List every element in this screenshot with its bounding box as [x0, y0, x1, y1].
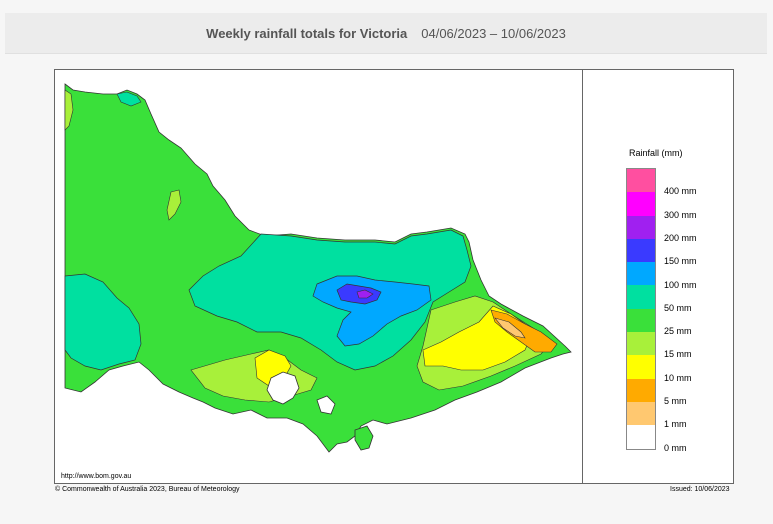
- region-50mm-west: [64, 273, 142, 371]
- legend-swatch: [627, 262, 655, 286]
- legend-label: 50 mm: [664, 302, 692, 313]
- legend-label: 10 mm: [664, 372, 692, 383]
- map-title: Weekly rainfall totals for Victoria: [206, 25, 408, 41]
- legend-swatch: [627, 378, 655, 402]
- port-phillip-bay: [266, 371, 300, 405]
- western-port: [316, 395, 336, 415]
- copyright-notice: © Commonwealth of Australia 2023, Bureau…: [55, 486, 240, 493]
- bom-url: http://www.bom.gov.au: [61, 473, 132, 480]
- legend-swatch: [627, 308, 655, 333]
- legend-label: 0 mm: [664, 442, 687, 453]
- region-15mm-nw: [64, 89, 74, 131]
- legend-colour-bar: [626, 168, 656, 450]
- legend-label: 300 mm: [664, 209, 697, 220]
- legend-label: 1 mm: [664, 419, 687, 430]
- legend-swatch: [627, 425, 655, 449]
- date-range: 04/06/2023 – 10/06/2023: [421, 25, 566, 41]
- legend-label: 200 mm: [664, 232, 697, 243]
- issued-date: Issued: 10/06/2023: [670, 486, 730, 493]
- region-5mm: [490, 309, 558, 353]
- legend-title: Rainfall (mm): [629, 148, 683, 158]
- legend-swatch: [627, 401, 655, 426]
- legend-swatch: [627, 285, 655, 309]
- legend-label: 5 mm: [664, 396, 687, 406]
- rainfall-map: http://www.bom.gov.au: [55, 70, 583, 483]
- legend-swatch: [627, 192, 655, 216]
- region-50mm-ne: [116, 91, 142, 107]
- legend-label: 150 mm: [664, 256, 697, 267]
- legend-swatch: [627, 332, 655, 356]
- wilsons-promontory: [354, 425, 374, 451]
- map-title-bar: Weekly rainfall totals for Victoria 04/0…: [5, 13, 767, 54]
- legend-swatch: [627, 169, 655, 193]
- map-frame: http://www.bom.gov.au Rainfall (mm) 400 …: [54, 69, 734, 484]
- legend-label: 100 mm: [664, 279, 697, 290]
- legend-label: 25 mm: [664, 326, 692, 337]
- legend-swatch: [627, 215, 655, 239]
- region-1mm: [494, 317, 526, 339]
- region-200mm: [356, 289, 374, 299]
- legend-swatch: [627, 238, 655, 263]
- legend-swatch: [627, 355, 655, 379]
- region-15mm-north: [166, 189, 182, 221]
- victoria-rainfall-map: [64, 83, 572, 453]
- legend-label: 400 mm: [664, 186, 697, 197]
- legend-label: 15 mm: [664, 349, 692, 360]
